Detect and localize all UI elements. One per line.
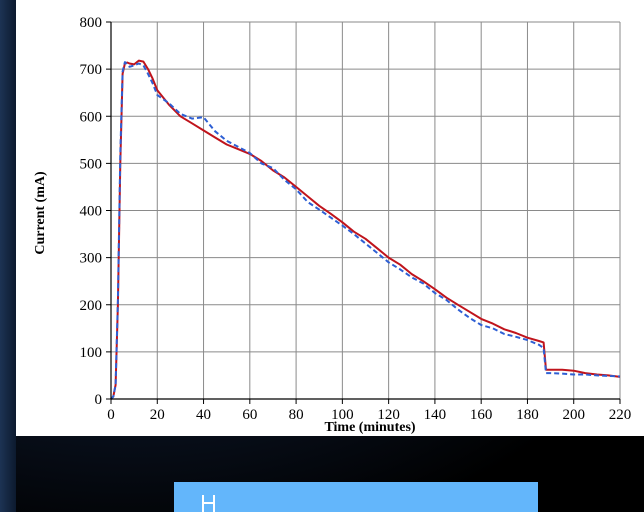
- x-tick-label: 220: [609, 407, 632, 423]
- y-axis-label: Current (mA): [33, 171, 48, 255]
- axes: [106, 21, 621, 404]
- series-line-2: [110, 61, 621, 400]
- x-tick-label: 100: [331, 407, 354, 423]
- y-tick-label: 600: [80, 109, 103, 125]
- x-tick-label: 80: [289, 407, 304, 423]
- y-tick-label: 800: [80, 15, 103, 31]
- series-line-1: [110, 59, 621, 400]
- y-tick-label: 300: [80, 251, 103, 267]
- slide-left-band: [0, 0, 16, 512]
- x-tick-label: 180: [516, 407, 539, 423]
- y-tick-label: 200: [80, 298, 103, 314]
- x-tick-label: 200: [562, 407, 585, 423]
- x-tick-labels: 0 20 40 60 80 100 120 140 160 180 200 220: [107, 407, 631, 423]
- current-vs-time-chart: 0 100 200 300 400 500 600 700 800 0 20 40 60 80 100 12…: [33, 15, 631, 435]
- y-tick-label: 100: [80, 345, 103, 361]
- y-tick-labels: 0 100 200 300 400 500 600 700 800: [80, 15, 103, 408]
- y-tick-label: 400: [80, 204, 103, 220]
- y-tick-label: 0: [95, 392, 103, 408]
- text-fragment-glyph: [202, 502, 215, 504]
- series-lines: [110, 59, 621, 400]
- y-tick-label: 500: [80, 156, 103, 172]
- y-tick-label: 700: [80, 62, 103, 78]
- x-tick-label: 160: [470, 407, 493, 423]
- x-axis-label: Time (minutes): [324, 420, 415, 435]
- x-tick-label: 60: [242, 407, 257, 423]
- x-tick-label: 20: [150, 407, 165, 423]
- caption-placeholder-box: [174, 482, 538, 512]
- x-tick-label: 0: [107, 407, 115, 423]
- chart-panel: 0 100 200 300 400 500 600 700 800 0 20 40 60 80 100 12…: [16, 0, 644, 436]
- x-tick-label: 140: [424, 407, 447, 423]
- x-tick-label: 40: [196, 407, 211, 423]
- x-tick-label: 120: [377, 407, 400, 423]
